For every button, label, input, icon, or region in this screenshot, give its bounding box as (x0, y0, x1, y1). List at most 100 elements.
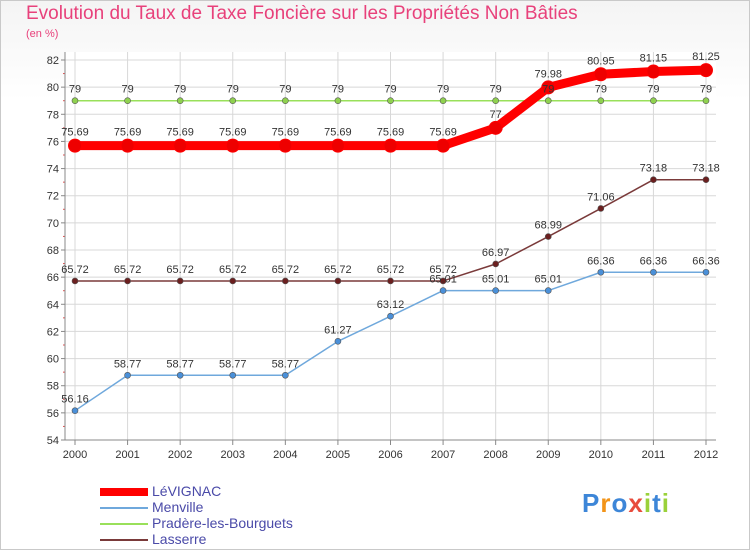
data-point (488, 120, 503, 135)
data-point (124, 97, 131, 105)
logo-letter: o (611, 488, 629, 518)
data-label: 58.77 (272, 358, 300, 370)
data-point (650, 268, 657, 276)
legend-item-pradere: Pradère-les-Bourguets (100, 515, 400, 532)
data-point (334, 338, 342, 345)
x-tick-label: 2005 (326, 449, 350, 461)
data-label: 75.69 (324, 127, 352, 139)
data-label: 73.18 (692, 163, 720, 175)
data-point (282, 371, 289, 379)
legend: LéVIGNAC Menville Pradère-les-Bourguets … (100, 483, 400, 548)
data-label: 65.01 (482, 274, 510, 286)
legend-item-lasserre: Lasserre (100, 531, 400, 548)
data-point (650, 97, 657, 105)
data-label: 65.72 (429, 264, 457, 276)
x-tick-label: 2008 (483, 449, 507, 461)
proxiti-logo: Proxiti (582, 488, 670, 519)
data-point (439, 287, 447, 294)
data-label: 56.16 (61, 394, 89, 406)
data-label: 65.72 (114, 264, 142, 276)
data-point (650, 176, 657, 183)
data-point (225, 138, 240, 153)
data-label: 65.72 (272, 264, 300, 276)
data-point (492, 287, 499, 294)
legend-label: Lasserre (152, 531, 207, 547)
data-point (387, 97, 394, 105)
data-point (439, 277, 447, 285)
data-label: 65.01 (534, 274, 562, 286)
y-tick-label: 78 (47, 109, 59, 121)
x-tick-label: 2003 (221, 449, 245, 461)
x-tick-label: 2010 (589, 449, 613, 461)
data-label: 79 (69, 84, 81, 96)
data-point (71, 407, 79, 414)
data-point (229, 371, 237, 379)
data-point (544, 287, 552, 294)
data-point (541, 80, 556, 95)
data-label: 75.69 (429, 127, 457, 139)
data-label: 75.69 (272, 127, 300, 139)
data-label: 79 (384, 84, 396, 96)
data-point (334, 97, 342, 105)
data-label: 73.18 (640, 163, 668, 175)
data-point (597, 268, 605, 276)
data-label: 68.99 (534, 220, 562, 232)
y-tick-label: 54 (47, 435, 59, 447)
x-tick-label: 2009 (536, 449, 560, 461)
x-tick-label: 2001 (115, 449, 139, 461)
data-point (124, 277, 131, 285)
data-label: 65.72 (377, 264, 405, 276)
data-label: 58.77 (219, 358, 247, 370)
logo-letter: t (652, 488, 662, 518)
data-point (68, 138, 82, 153)
legend-label: Menville (152, 499, 204, 515)
data-point (593, 67, 608, 82)
legend-swatch (100, 488, 148, 496)
data-label: 79 (490, 84, 502, 96)
data-point (229, 277, 237, 285)
x-tick-label: 2011 (642, 449, 666, 461)
legend-item-levignac: LéVIGNAC (100, 483, 400, 500)
data-label: 66.36 (692, 255, 720, 267)
data-label: 79 (437, 84, 449, 96)
data-label: 65.72 (219, 264, 247, 276)
data-label: 65.72 (324, 264, 352, 276)
data-label: 79 (647, 84, 659, 96)
data-point (71, 97, 79, 105)
data-label: 80.95 (587, 55, 615, 67)
legend-label: Pradère-les-Bourguets (152, 515, 293, 531)
data-label: 79 (332, 84, 344, 96)
logo-letter: x (628, 488, 644, 518)
data-point (702, 268, 710, 276)
y-tick-label: 62 (47, 326, 59, 338)
data-label: 75.69 (377, 127, 405, 139)
data-point (492, 97, 499, 105)
y-tick-label: 76 (47, 136, 59, 148)
y-tick-label: 56 (47, 408, 59, 420)
data-label: 81.25 (692, 51, 720, 63)
data-point (124, 371, 131, 379)
y-tick-label: 70 (47, 218, 59, 230)
data-point (278, 138, 293, 153)
logo-letter: i (661, 488, 670, 518)
data-label: 63.12 (377, 299, 405, 311)
data-label: 79 (542, 84, 554, 96)
data-label: 77 (490, 109, 502, 121)
x-tick-label: 2012 (694, 449, 718, 461)
data-label: 75.69 (219, 127, 247, 139)
data-point (71, 277, 79, 285)
legend-label: LéVIGNAC (152, 483, 222, 499)
data-label: 75.69 (166, 127, 194, 139)
data-label: 65.01 (429, 274, 457, 286)
data-label: 79 (121, 84, 133, 96)
legend-item-menville: Menville (100, 499, 400, 516)
data-point (646, 64, 661, 79)
data-label: 75.69 (114, 127, 142, 139)
y-tick-label: 60 (47, 354, 59, 366)
data-point (387, 312, 394, 320)
data-point (282, 277, 289, 285)
y-unit-label: (en %) (26, 28, 59, 40)
chart-title: Evolution du Taux de Taxe Foncière sur l… (26, 3, 578, 24)
data-point (544, 233, 552, 240)
data-point (176, 371, 184, 379)
